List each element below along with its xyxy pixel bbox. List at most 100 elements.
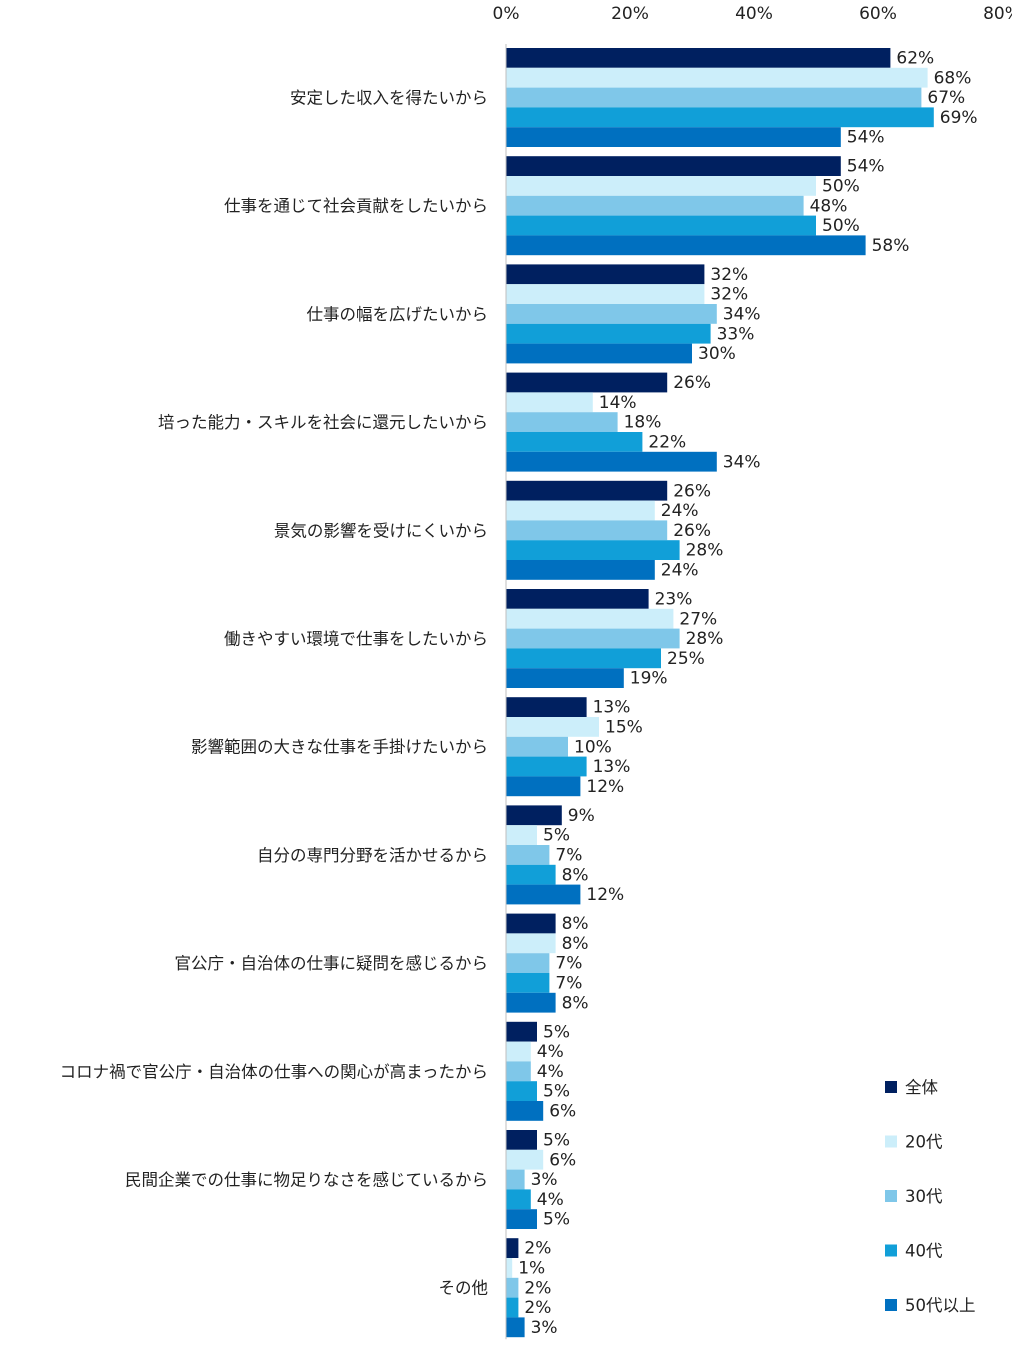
data-label: 4% bbox=[537, 1190, 564, 1210]
data-label: 27% bbox=[679, 609, 717, 629]
data-label: 5% bbox=[543, 1210, 570, 1230]
data-label: 23% bbox=[655, 590, 693, 610]
data-label: 8% bbox=[562, 993, 589, 1013]
bar bbox=[506, 1238, 519, 1258]
bar bbox=[506, 372, 668, 393]
data-label: 14% bbox=[599, 393, 637, 413]
legend: 全体 20代 30代 40代 50代以上 bbox=[885, 1078, 976, 1315]
bars bbox=[506, 48, 934, 1338]
bar bbox=[506, 304, 717, 324]
data-label: 25% bbox=[667, 649, 705, 669]
bar bbox=[506, 1081, 537, 1101]
data-label: 5% bbox=[543, 826, 570, 846]
bar bbox=[506, 736, 568, 757]
bar bbox=[506, 432, 643, 452]
bar bbox=[506, 697, 587, 717]
bar bbox=[506, 392, 593, 413]
data-label: 19% bbox=[630, 669, 668, 689]
bar bbox=[506, 195, 804, 216]
x-tick-label: 40% bbox=[735, 4, 773, 24]
category-label: 培った能力・スキルを社会に還元したいから bbox=[158, 413, 488, 432]
legend-swatch bbox=[885, 1299, 897, 1311]
data-label: 13% bbox=[593, 757, 631, 777]
data-label: 50% bbox=[822, 177, 860, 197]
bar bbox=[506, 451, 717, 472]
data-label: 54% bbox=[847, 128, 885, 148]
data-label: 5% bbox=[543, 1022, 570, 1042]
data-label: 58% bbox=[872, 236, 910, 256]
x-tick-label: 20% bbox=[611, 4, 649, 24]
bar bbox=[506, 560, 655, 580]
bar bbox=[506, 992, 556, 1013]
data-label: 48% bbox=[810, 196, 848, 216]
data-label: 2% bbox=[524, 1298, 551, 1318]
bar bbox=[506, 933, 556, 954]
legend-swatch bbox=[885, 1190, 897, 1202]
bar bbox=[506, 668, 624, 688]
legend-label: 全体 bbox=[905, 1078, 939, 1097]
bar bbox=[506, 1258, 513, 1278]
data-label: 8% bbox=[562, 914, 589, 934]
legend-swatch bbox=[885, 1081, 897, 1093]
bar bbox=[506, 1189, 531, 1210]
data-label: 12% bbox=[586, 777, 624, 797]
data-label: 30% bbox=[698, 344, 736, 364]
bar bbox=[506, 825, 537, 845]
data-label: 6% bbox=[549, 1150, 576, 1170]
bar bbox=[506, 913, 556, 934]
bar bbox=[506, 284, 705, 304]
category-label: 景気の影響を受けにくいから bbox=[274, 521, 488, 540]
bar bbox=[506, 864, 556, 885]
category-label: その他 bbox=[439, 1279, 489, 1298]
bar bbox=[506, 589, 649, 609]
bar bbox=[506, 264, 705, 285]
bar bbox=[506, 756, 587, 777]
data-label: 26% bbox=[673, 521, 711, 541]
bar bbox=[506, 608, 674, 629]
bar bbox=[506, 107, 934, 128]
data-label: 24% bbox=[661, 561, 699, 581]
data-label: 1% bbox=[518, 1259, 545, 1279]
category-label: 官公庁・自治体の仕事に疑問を感じるから bbox=[175, 954, 489, 973]
x-tick-label: 0% bbox=[493, 4, 520, 24]
bar bbox=[506, 776, 581, 797]
data-label: 7% bbox=[555, 974, 582, 994]
legend-label: 20代 bbox=[905, 1133, 943, 1152]
data-label: 4% bbox=[537, 1042, 564, 1062]
data-label: 28% bbox=[686, 541, 724, 561]
bar bbox=[506, 1317, 525, 1338]
bar bbox=[506, 1130, 537, 1150]
data-label: 15% bbox=[605, 718, 643, 738]
data-label: 12% bbox=[586, 885, 624, 905]
bar bbox=[506, 215, 816, 236]
x-tick-label: 80% bbox=[983, 4, 1012, 24]
bar bbox=[506, 973, 550, 993]
bar bbox=[506, 1149, 544, 1170]
bar bbox=[506, 323, 711, 344]
data-label: 18% bbox=[624, 413, 662, 433]
category-label: 自分の専門分野を活かせるから bbox=[257, 846, 488, 865]
bar bbox=[506, 953, 550, 973]
data-label: 68% bbox=[934, 68, 972, 88]
legend-label: 40代 bbox=[905, 1242, 943, 1261]
bar bbox=[506, 1169, 525, 1190]
bar bbox=[506, 805, 562, 826]
data-labels: 62%68%67%69%54%54%50%48%50%58%32%32%34%3… bbox=[518, 49, 977, 1338]
data-label: 7% bbox=[555, 846, 582, 866]
legend-label: 30代 bbox=[905, 1187, 943, 1206]
bar bbox=[506, 156, 841, 176]
bar bbox=[506, 1061, 531, 1082]
bar bbox=[506, 648, 661, 669]
bar bbox=[506, 540, 680, 560]
bar bbox=[506, 48, 891, 68]
data-label: 34% bbox=[723, 452, 761, 472]
bar bbox=[506, 67, 928, 88]
bar bbox=[506, 127, 841, 147]
data-label: 22% bbox=[648, 433, 686, 453]
bar bbox=[506, 845, 550, 865]
data-label: 32% bbox=[710, 285, 748, 305]
bar bbox=[506, 520, 668, 541]
bar bbox=[506, 500, 655, 521]
